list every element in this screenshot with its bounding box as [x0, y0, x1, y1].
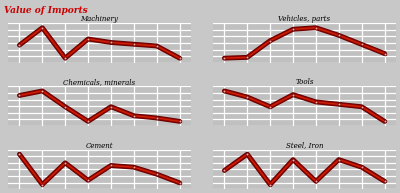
Title: Steel, Iron: Steel, Iron: [286, 141, 323, 150]
Title: Tools: Tools: [295, 78, 314, 86]
Title: Machinery: Machinery: [80, 15, 118, 23]
Title: Cement: Cement: [86, 141, 113, 150]
Title: Chemicals, minerals: Chemicals, minerals: [64, 78, 136, 86]
Text: Value of Imports: Value of Imports: [4, 6, 88, 15]
Title: Vehicles, parts: Vehicles, parts: [278, 15, 330, 23]
